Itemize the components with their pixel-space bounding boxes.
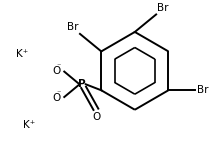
Text: ⁻: ⁻ — [56, 88, 60, 97]
Text: O: O — [52, 66, 60, 76]
Text: O: O — [52, 93, 60, 103]
Text: O: O — [93, 112, 101, 122]
Text: ⁻: ⁻ — [56, 61, 60, 70]
Text: P: P — [78, 79, 86, 89]
Text: K⁺: K⁺ — [23, 120, 35, 130]
Text: K⁺: K⁺ — [16, 49, 29, 59]
Text: Br: Br — [157, 3, 169, 13]
Text: Br: Br — [197, 85, 208, 95]
Text: Br: Br — [67, 22, 79, 32]
